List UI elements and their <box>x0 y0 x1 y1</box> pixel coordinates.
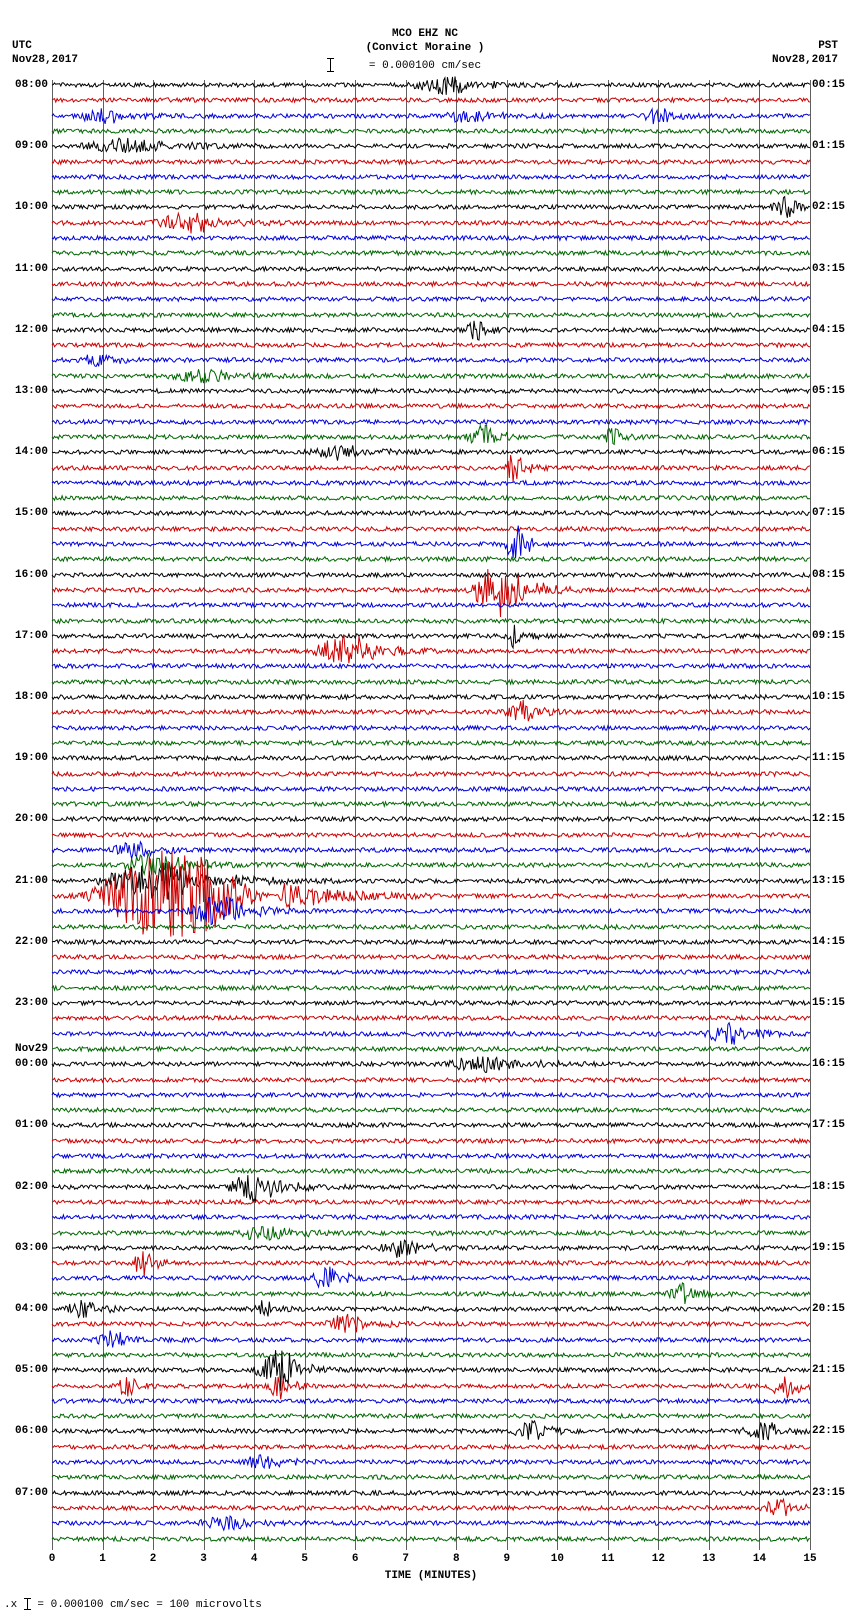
pst-hour-label: 00:15 <box>812 79 850 91</box>
utc-hour-label: 22:00 <box>2 936 48 948</box>
pst-hour-label: 22:15 <box>812 1425 850 1437</box>
utc-hour-label: 10:00 <box>2 201 48 213</box>
utc-hour-label: 06:00 <box>2 1425 48 1437</box>
utc-hour-label: 00:00 <box>2 1058 48 1070</box>
pst-hour-label: 17:15 <box>812 1119 850 1131</box>
pst-hour-label: 06:15 <box>812 446 850 458</box>
pst-hour-label: 08:15 <box>812 569 850 581</box>
station-name: (Convict Moraine ) <box>366 42 485 54</box>
pst-hour-label: 14:15 <box>812 936 850 948</box>
pst-hour-label: 20:15 <box>812 1303 850 1315</box>
helicorder-chart: TIME (MINUTES) 012345678910111213141508:… <box>52 80 810 1550</box>
pst-hour-label: 21:15 <box>812 1364 850 1376</box>
utc-hour-label: 01:00 <box>2 1119 48 1131</box>
footer-scale: .x = 0.000100 cm/sec = 100 microvolts <box>4 1598 262 1611</box>
utc-hour-label: 05:00 <box>2 1364 48 1376</box>
utc-hour-label: 12:00 <box>2 324 48 336</box>
utc-hour-label: 04:00 <box>2 1303 48 1315</box>
utc-hour-label: 09:00 <box>2 140 48 152</box>
footer-prefix: .x <box>4 1599 17 1611</box>
pst-hour-label: 19:15 <box>812 1242 850 1254</box>
grid-line <box>810 80 811 1550</box>
utc-hour-label: 21:00 <box>2 875 48 887</box>
seismic-trace <box>52 1514 810 1564</box>
utc-hour-label: 17:00 <box>2 630 48 642</box>
pst-hour-label: 10:15 <box>812 691 850 703</box>
pst-hour-label: 23:15 <box>812 1487 850 1499</box>
pst-hour-label: 18:15 <box>812 1181 850 1193</box>
footer-text: = 0.000100 cm/sec = 100 microvolts <box>37 1599 261 1611</box>
pst-hour-label: 02:15 <box>812 201 850 213</box>
seismogram-page: UTC Nov28,2017 PST Nov28,2017 MCO EHZ NC… <box>0 0 850 1613</box>
utc-hour-label: 14:00 <box>2 446 48 458</box>
x-axis-label: TIME (MINUTES) <box>385 1570 477 1582</box>
footer-scale-bar-icon <box>27 1598 28 1610</box>
utc-hour-label: 08:00 <box>2 79 48 91</box>
pst-hour-label: 04:15 <box>812 324 850 336</box>
utc-hour-label: 11:00 <box>2 263 48 275</box>
utc-hour-label: 18:00 <box>2 691 48 703</box>
pst-hour-label: 07:15 <box>812 507 850 519</box>
pst-hour-label: 12:15 <box>812 813 850 825</box>
pst-hour-label: 09:15 <box>812 630 850 642</box>
pst-hour-label: 05:15 <box>812 385 850 397</box>
station-code: MCO EHZ NC <box>392 28 458 40</box>
utc-hour-label: 13:00 <box>2 385 48 397</box>
pst-hour-label: 11:15 <box>812 752 850 764</box>
utc-hour-label: 15:00 <box>2 507 48 519</box>
pst-hour-label: 16:15 <box>812 1058 850 1070</box>
pst-hour-label: 13:15 <box>812 875 850 887</box>
utc-hour-label: 20:00 <box>2 813 48 825</box>
pst-hour-label: 15:15 <box>812 997 850 1009</box>
trace-row <box>52 1539 810 1553</box>
pst-hour-label: 03:15 <box>812 263 850 275</box>
utc-hour-label: 16:00 <box>2 569 48 581</box>
utc-hour-label: 07:00 <box>2 1487 48 1499</box>
utc-hour-label: 23:00 <box>2 997 48 1009</box>
utc-hour-label: Nov29 <box>2 1043 48 1055</box>
utc-hour-label: 02:00 <box>2 1181 48 1193</box>
utc-hour-label: 19:00 <box>2 752 48 764</box>
right-timezone: PST <box>818 40 838 52</box>
pst-hour-label: 01:15 <box>812 140 850 152</box>
left-timezone: UTC <box>12 40 32 52</box>
utc-hour-label: 03:00 <box>2 1242 48 1254</box>
